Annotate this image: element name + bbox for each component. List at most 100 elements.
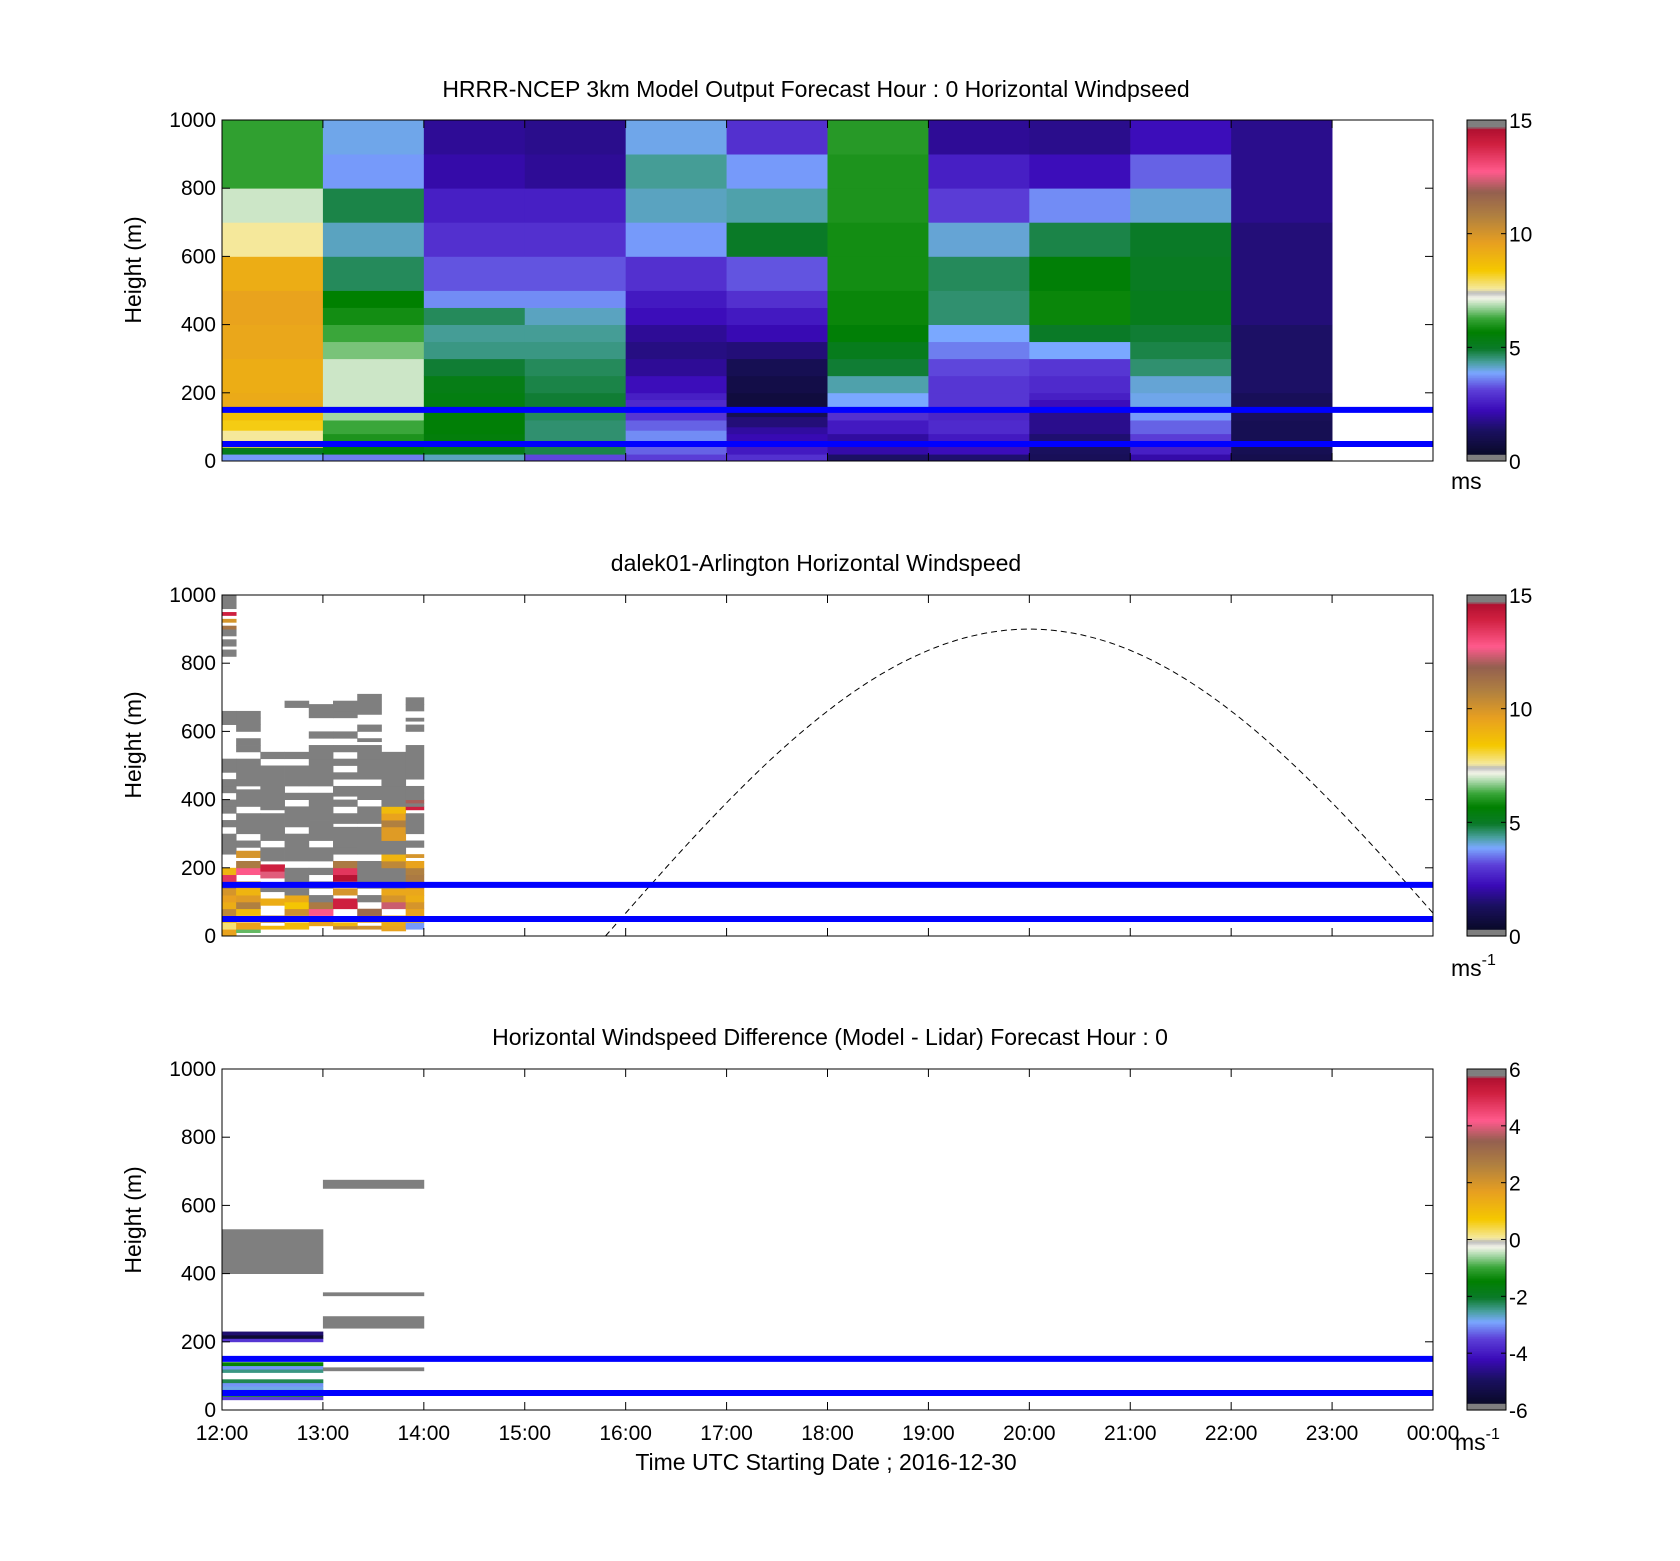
- colorbar-segment: [1467, 142, 1506, 145]
- colorbar-segment: [1467, 370, 1506, 373]
- heatmap-cell: [236, 895, 261, 903]
- heatmap-cell: [236, 850, 261, 858]
- colorbar-segment: [1467, 276, 1506, 280]
- colorbar-segment: [1467, 1212, 1506, 1215]
- heatmap-cell: [405, 704, 425, 712]
- colorbar-tick-label: 0: [1509, 926, 1521, 949]
- colorbar-segment: [1467, 414, 1506, 418]
- panel-difference: Horizontal Windspeed Difference (Model -…: [120, 1024, 1528, 1475]
- heatmap-cell: [726, 188, 828, 223]
- colorbar-segment: [1467, 869, 1506, 872]
- heatmap-cell: [928, 454, 1030, 462]
- colorbar-segment: [1467, 319, 1506, 322]
- heatmap-cell: [827, 222, 929, 257]
- colorbar-segment: [1467, 768, 1506, 772]
- colorbar-segment: [1467, 1101, 1506, 1104]
- colorbar-segment: [1467, 1312, 1506, 1316]
- colorbar-segment: [1467, 1207, 1506, 1210]
- colorbar-segment: [1467, 852, 1506, 855]
- colorbar-segment: [1467, 1239, 1506, 1242]
- colorbar-segment: [1467, 1144, 1506, 1147]
- colorbar-segment: [1467, 668, 1506, 671]
- heatmap-cell: [1029, 256, 1131, 291]
- colorbar-segment: [1467, 772, 1506, 775]
- panel-title: HRRR-NCEP 3km Model Output Forecast Hour…: [442, 76, 1189, 102]
- colorbar-segment: [1467, 1406, 1506, 1409]
- colorbar-segment: [1467, 1321, 1506, 1324]
- colorbar-tick-label: 5: [1509, 337, 1521, 360]
- colorbar-tick-label: 4: [1509, 1116, 1521, 1139]
- heatmap-cell: [222, 649, 237, 657]
- heatmap-cell: [222, 290, 324, 325]
- heatmap-cell: [827, 409, 929, 421]
- colorbar-segment: [1467, 808, 1506, 811]
- colorbar-segment: [1467, 198, 1506, 201]
- colorbar-segment: [1467, 893, 1506, 896]
- colorbar-segment: [1467, 1300, 1506, 1304]
- heatmap-cell: [222, 1334, 324, 1339]
- colorbar-segment: [1467, 1271, 1506, 1275]
- heatmap-cell: [222, 874, 237, 882]
- colorbar-segment: [1467, 428, 1506, 431]
- colorbar-segment: [1467, 1350, 1506, 1353]
- colorbar-segment: [1467, 753, 1506, 756]
- heatmap-cell: [222, 639, 237, 647]
- heatmap-cell: [308, 847, 334, 862]
- heatmap-cell: [222, 447, 324, 455]
- colorbar-segment: [1467, 623, 1506, 627]
- heatmap-cell: [524, 188, 627, 223]
- colorbar-segment: [1467, 1132, 1506, 1135]
- colorbar-segment: [1467, 866, 1506, 869]
- colorbar-segment: [1467, 1295, 1506, 1299]
- colorbar-segment: [1467, 1309, 1506, 1312]
- colorbar-segment: [1467, 625, 1506, 628]
- colorbar-segment: [1467, 1135, 1506, 1138]
- colorbar-segment: [1467, 789, 1506, 792]
- colorbar-segment: [1467, 425, 1506, 428]
- colorbar-segment: [1467, 855, 1506, 859]
- colorbar-segment: [1467, 317, 1506, 321]
- colorbar-segment: [1467, 929, 1506, 932]
- colorbar-segment: [1467, 264, 1506, 268]
- heatmap-cell: [726, 307, 828, 325]
- colorbar-segment: [1467, 196, 1506, 200]
- y-tick-label: 800: [181, 1126, 216, 1149]
- colorbar-segment: [1467, 1116, 1506, 1120]
- colorbar-segment: [1467, 275, 1506, 278]
- heatmap-cell: [827, 392, 929, 411]
- colorbar-segment: [1467, 763, 1506, 767]
- colorbar-segment: [1467, 154, 1506, 157]
- colorbar-segment: [1467, 338, 1506, 341]
- colorbar-segment: [1467, 1328, 1506, 1331]
- colorbar-segment: [1467, 237, 1506, 240]
- heatmap-cell: [222, 430, 324, 441]
- colorbar-segment: [1467, 326, 1506, 329]
- colorbar-segment: [1467, 389, 1506, 392]
- heatmap-cell: [333, 758, 358, 766]
- colorbar-tick-label: 15: [1509, 110, 1532, 133]
- colorbar-segment: [1467, 229, 1506, 232]
- colorbar-segment: [1467, 884, 1506, 888]
- colorbar-segment: [1467, 705, 1506, 709]
- heatmap-cell: [222, 901, 237, 910]
- heatmap-cell: [284, 806, 310, 828]
- heatmap-cell: [423, 222, 526, 257]
- y-tick-label: 200: [181, 857, 216, 880]
- colorbar-segment: [1467, 445, 1506, 448]
- heatmap-cell: [928, 358, 1030, 377]
- colorbar-segment: [1467, 1157, 1506, 1160]
- heatmap-cell: [405, 908, 425, 916]
- colorbar-segment: [1467, 206, 1506, 210]
- heatmap-cell: [284, 751, 310, 760]
- colorbar-segment: [1467, 1232, 1506, 1235]
- heatmap-cell: [1029, 358, 1131, 377]
- colorbar-segment: [1467, 375, 1506, 379]
- x-tick-label: 18:00: [801, 1422, 854, 1445]
- colorbar-segment: [1467, 432, 1506, 435]
- colorbar-segment: [1467, 1203, 1506, 1206]
- heatmap-cell: [1029, 433, 1131, 445]
- colorbar-segment: [1467, 1314, 1506, 1317]
- colorbar-segment: [1467, 1167, 1506, 1171]
- colorbar-segment: [1467, 681, 1506, 685]
- colorbar-segment: [1467, 1111, 1506, 1114]
